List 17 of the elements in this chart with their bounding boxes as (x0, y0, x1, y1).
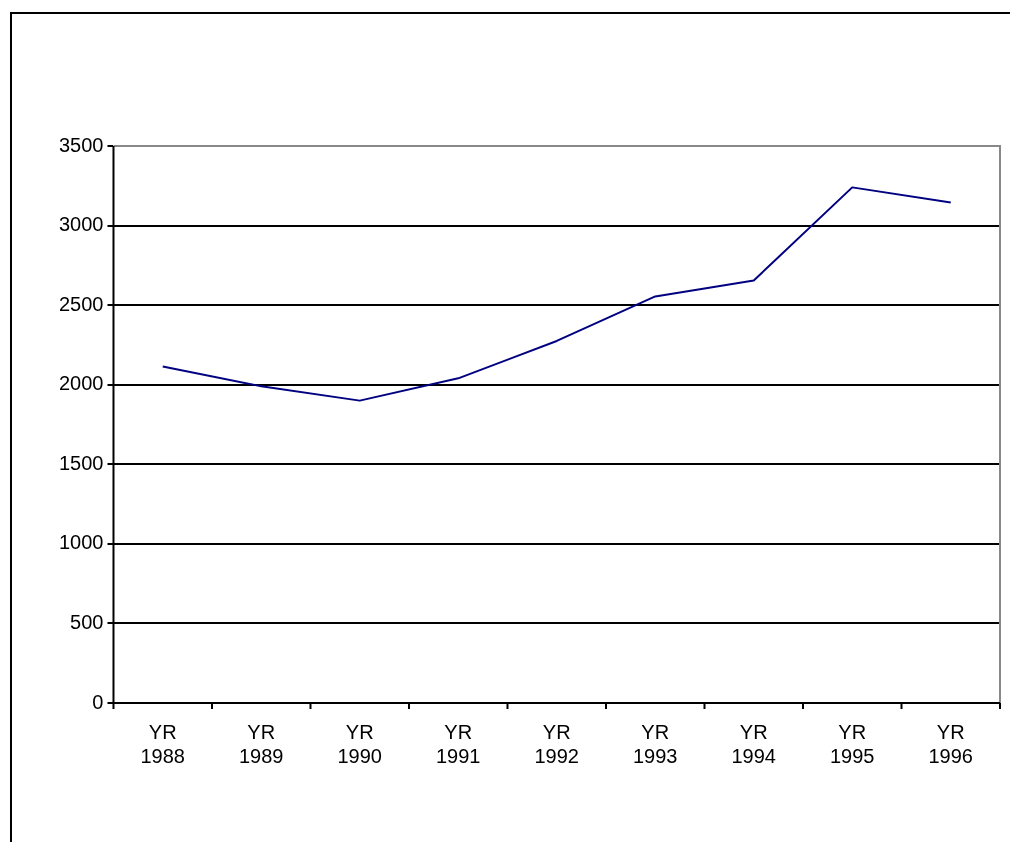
x-tick-label: YR 1991 (436, 720, 481, 767)
x-tick-label: YR 1994 (731, 720, 776, 767)
y-tick-label: 2000 (58, 372, 104, 395)
x-tick-label: YR 1995 (830, 720, 875, 767)
x-tick-label: YR 1988 (140, 720, 185, 767)
y-tick-label: 1000 (58, 531, 104, 554)
y-tick-label: 2500 (58, 292, 104, 315)
x-tick-label: YR 1990 (337, 720, 382, 767)
y-tick-label: 3500 (58, 133, 104, 156)
x-tick-label: YR 1993 (633, 720, 678, 767)
y-tick-label: 500 (70, 610, 104, 633)
x-tick-label: YR 1992 (534, 720, 579, 767)
y-tick-label: 1500 (58, 451, 104, 474)
x-tick-label: YR 1989 (238, 720, 284, 767)
x-tick-label: YR 1996 (928, 720, 973, 767)
y-tick-label: 3000 (58, 213, 104, 236)
y-tick-label: 0 (92, 690, 104, 713)
